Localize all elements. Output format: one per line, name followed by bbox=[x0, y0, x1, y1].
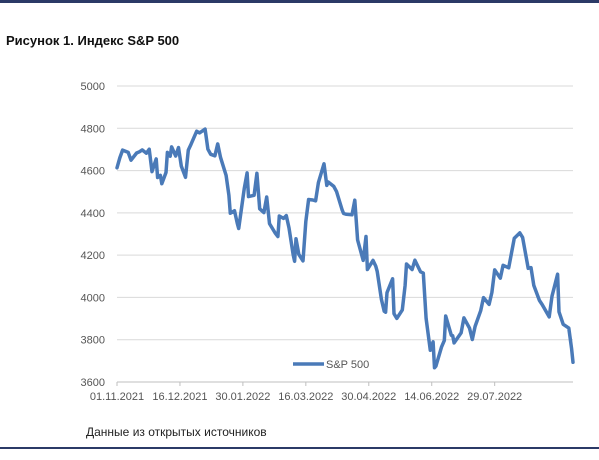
top-rule bbox=[0, 0, 599, 3]
x-tick-labels: 01.11.2021 16.12.2021 30.01.2022 16.03.2022… bbox=[90, 391, 522, 403]
y-tick-label: 4400 bbox=[81, 208, 105, 220]
y-tick-label: 4000 bbox=[81, 292, 105, 304]
y-tick-label: 4600 bbox=[81, 166, 105, 178]
y-tick-label: 4800 bbox=[81, 123, 105, 135]
figure-title: Рисунок 1. Индекс S&P 500 bbox=[6, 33, 180, 48]
x-tick-marks bbox=[116, 382, 496, 386]
y-tick-labels: 3600 3800 4000 4200 4400 4600 4800 5000 bbox=[81, 81, 105, 389]
x-tick-label: 01.11.2021 bbox=[90, 391, 144, 403]
x-tick-label: 14.06.2022 bbox=[404, 391, 459, 403]
y-tick-label: 3600 bbox=[81, 377, 105, 389]
y-tick-label: 4200 bbox=[81, 250, 105, 262]
y-tick-label: 5000 bbox=[81, 81, 105, 93]
x-tick-label: 16.12.2021 bbox=[152, 391, 207, 403]
y-tick-label: 3800 bbox=[81, 335, 105, 347]
source-note: Данные из открытых источников bbox=[86, 425, 267, 439]
x-tick-label: 29.07.2022 bbox=[467, 391, 522, 403]
x-tick-label: 30.04.2022 bbox=[341, 391, 396, 403]
x-tick-label: 16.03.2022 bbox=[278, 391, 333, 403]
bottom-rule bbox=[0, 447, 599, 449]
line-chart: 3600 3800 4000 4200 4400 4600 4800 5000 01.11.2… bbox=[81, 81, 575, 403]
series-line-sp500 bbox=[115, 127, 575, 370]
legend-label: S&P 500 bbox=[326, 359, 369, 371]
x-tick-label: 30.01.2022 bbox=[215, 391, 270, 403]
legend: S&P 500 bbox=[293, 359, 369, 371]
